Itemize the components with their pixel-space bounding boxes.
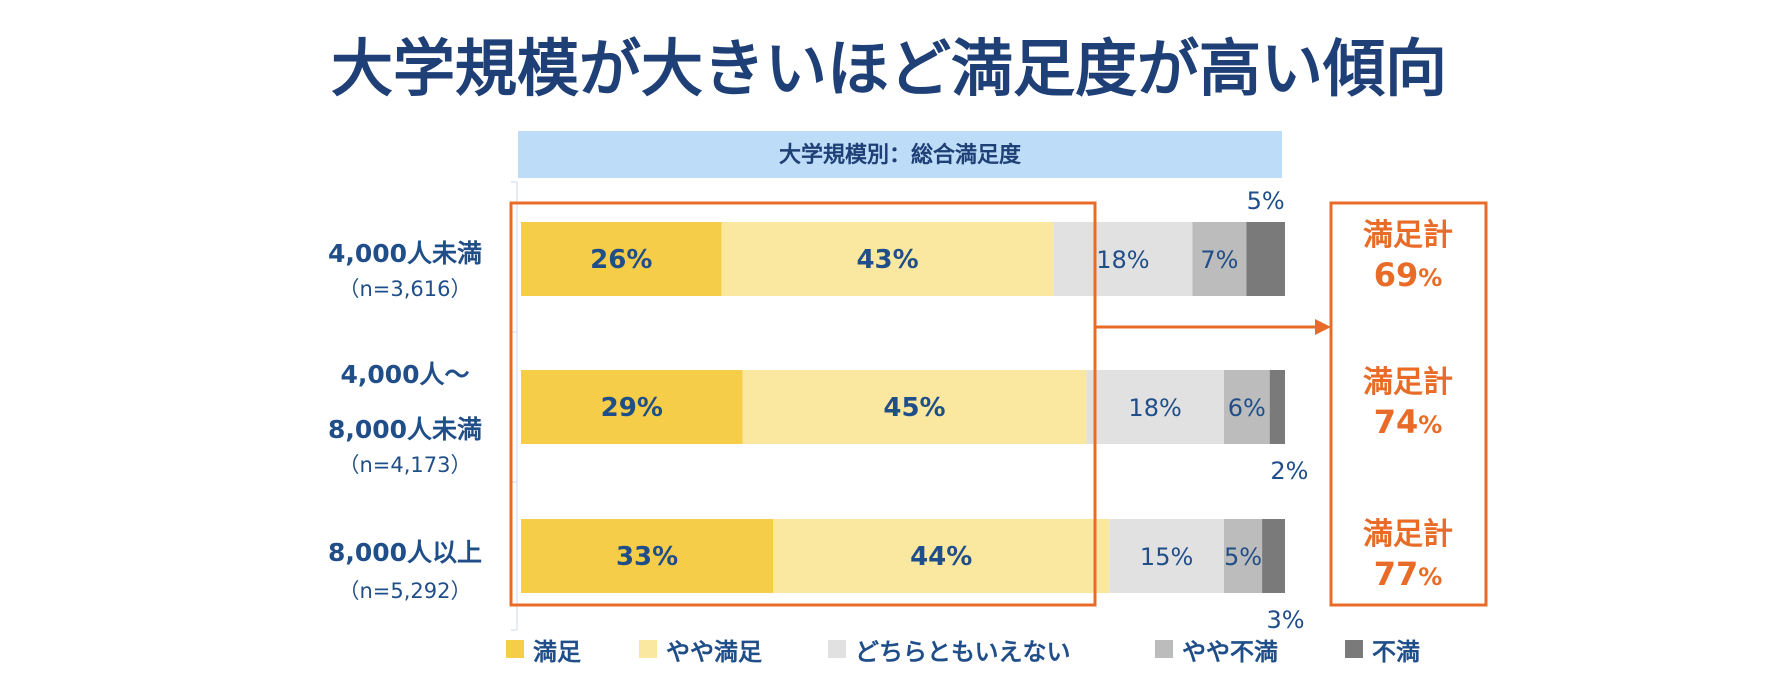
data-label: 5% — [1247, 187, 1285, 215]
data-label: 15% — [1140, 543, 1193, 571]
category-label: 4,000人未満 — [328, 239, 482, 268]
total-label: 満足計 — [1363, 218, 1453, 253]
category-label: 8,000人未満 — [328, 415, 482, 444]
data-label: 45% — [883, 393, 945, 423]
legend-label: やや満足 — [666, 638, 762, 666]
bar-segment — [1086, 370, 1224, 444]
data-label: 29% — [601, 393, 663, 423]
totals-box — [1329, 201, 1488, 607]
bar-segment — [773, 519, 1110, 593]
legend-label: 満足 — [533, 638, 581, 666]
bar-segment — [1223, 519, 1263, 593]
subtitle-band — [518, 131, 1282, 178]
bars-group — [521, 222, 1285, 593]
legend-swatch — [1155, 640, 1173, 658]
total-label: 満足計 — [1363, 517, 1453, 552]
bar-segment — [1262, 519, 1285, 593]
total-label: 満足計 — [1363, 365, 1453, 400]
data-label: 33% — [616, 542, 678, 572]
legend-label: 不満 — [1372, 638, 1420, 666]
data-label: 2% — [1270, 457, 1308, 485]
bar-labels-group: 26% 43% 18% 7% 5% 29% 45% 18% 6% 2% 33% 44% 15% 5% 3% — [590, 187, 1308, 634]
total-value: 69% — [1374, 256, 1443, 294]
data-label: 3% — [1266, 606, 1304, 634]
legend: 満足 やや満足 どちらともいえない やや不満 不満 — [506, 638, 1420, 666]
bar-segment — [1223, 370, 1270, 444]
bar-segment — [521, 370, 743, 444]
legend-swatch — [1345, 640, 1363, 658]
bar-segment — [521, 519, 774, 593]
bar-segment — [721, 222, 1054, 296]
data-label: 18% — [1096, 246, 1149, 274]
arrow-head — [1315, 319, 1331, 335]
category-n-label: （n=3,616） — [338, 277, 471, 301]
bar-segment — [521, 222, 722, 296]
legend-label: どちらともいえない — [855, 638, 1071, 666]
legend-label: やや不満 — [1182, 638, 1278, 666]
data-label: 44% — [910, 542, 972, 572]
bar-segment — [1246, 222, 1285, 296]
chart-subtitle: 大学規模別：総合満足度 — [779, 142, 1022, 168]
category-n-label: （n=4,173） — [338, 453, 471, 477]
legend-swatch — [828, 640, 846, 658]
category-label: 8,000人以上 — [328, 538, 482, 567]
bar-segment — [1109, 519, 1224, 593]
data-label: 26% — [590, 245, 652, 275]
category-label: 4,000人～ — [340, 360, 469, 389]
satisfaction-highlight-box — [509, 201, 1097, 607]
category-labels: 4,000人未満 （n=3,616） 4,000人～ 8,000人未満 （n=4,173… — [328, 239, 482, 603]
data-label: 6% — [1228, 394, 1266, 422]
data-label: 7% — [1200, 246, 1238, 274]
bar-segment — [1269, 370, 1285, 444]
total-value: 77% — [1374, 555, 1443, 593]
data-label: 18% — [1128, 394, 1181, 422]
data-label: 43% — [856, 245, 918, 275]
bar-segment — [1053, 222, 1193, 296]
total-value: 74% — [1374, 403, 1443, 441]
bar-segment — [1192, 222, 1247, 296]
legend-swatch — [506, 640, 524, 658]
page-title: 大学規模が大きいほど満足度が高い傾向 — [331, 32, 1447, 105]
category-n-label: （n=5,292） — [338, 579, 471, 603]
legend-swatch — [639, 640, 657, 658]
bar-segment — [742, 370, 1087, 444]
data-label: 5% — [1224, 543, 1262, 571]
